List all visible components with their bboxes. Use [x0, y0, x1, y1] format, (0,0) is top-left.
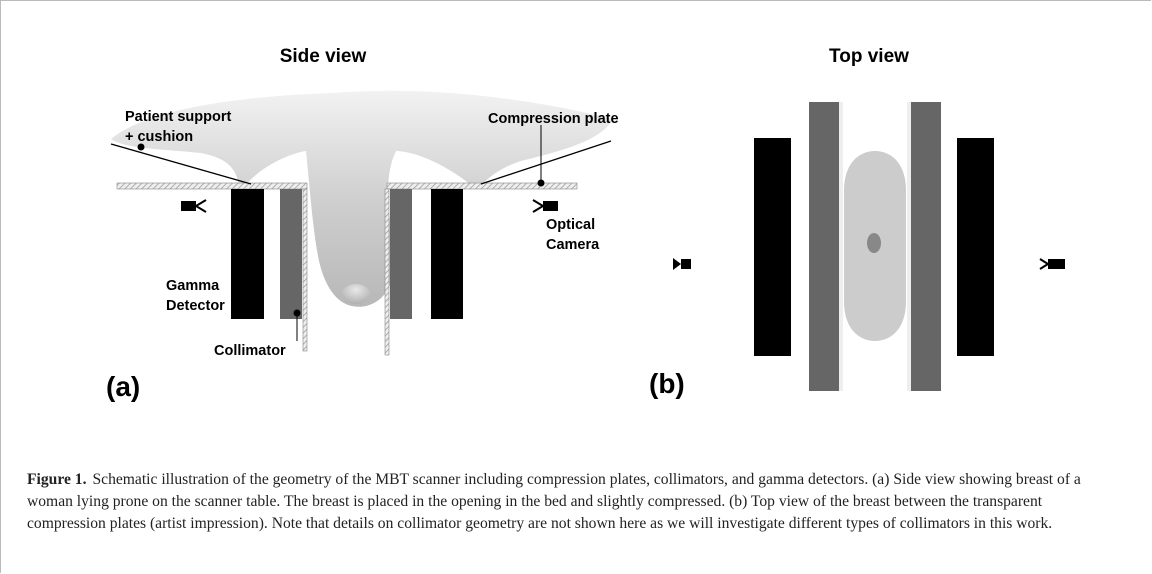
- plate: [839, 102, 843, 391]
- caption-label: Figure 1.: [27, 471, 87, 488]
- collimator: [280, 189, 302, 319]
- collimator: [809, 102, 839, 391]
- annotation: Patient support: [125, 109, 232, 125]
- panel-label: (a): [106, 371, 140, 402]
- side-view-art: [110, 90, 613, 356]
- collimator: [911, 102, 941, 391]
- nipple: [867, 233, 881, 253]
- camera-icon: [673, 258, 691, 270]
- caption: Figure 1. Schematic illustration of the g…: [27, 469, 1122, 535]
- caption-text: Schematic illustration of the geometry o…: [27, 471, 1081, 532]
- nipple: [342, 284, 370, 304]
- annotation: Collimator: [214, 343, 286, 359]
- collimator: [390, 189, 412, 319]
- panel-title: Top view: [829, 46, 909, 67]
- support-line: [110, 143, 252, 185]
- plate-wall: [384, 188, 390, 356]
- annotation: Optical: [546, 217, 595, 233]
- annotation: Compression plate: [488, 111, 619, 127]
- panel-label: (b): [649, 368, 685, 399]
- annotation: Detector: [166, 298, 225, 314]
- annotation: + cushion: [125, 129, 193, 145]
- pointer-dot: [293, 309, 301, 317]
- panel-title: Side view: [280, 46, 367, 67]
- gamma-detector: [957, 138, 994, 356]
- plate: [907, 102, 911, 391]
- camera-icon: [532, 199, 558, 213]
- gamma-detector: [754, 138, 791, 356]
- pointer-dot: [537, 179, 545, 187]
- compression-plate: [116, 182, 308, 190]
- gamma-detector: [431, 189, 463, 319]
- body-shape: [111, 90, 613, 307]
- annotation: Gamma: [166, 278, 220, 294]
- pointer-dot: [137, 143, 145, 151]
- gamma-detector: [231, 189, 264, 319]
- camera-icon: [1039, 258, 1065, 270]
- support-line: [480, 140, 612, 185]
- annotation: Camera: [546, 237, 600, 253]
- plate-wall: [302, 188, 308, 352]
- camera-icon: [181, 199, 207, 213]
- figure-art: Side view Top view (a) (b) Patient suppo…: [106, 46, 1065, 402]
- top-view-art: [673, 102, 1065, 391]
